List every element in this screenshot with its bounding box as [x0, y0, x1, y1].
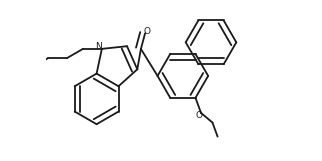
Text: N: N — [95, 42, 102, 51]
Text: O: O — [144, 27, 151, 36]
Text: O: O — [195, 111, 202, 120]
